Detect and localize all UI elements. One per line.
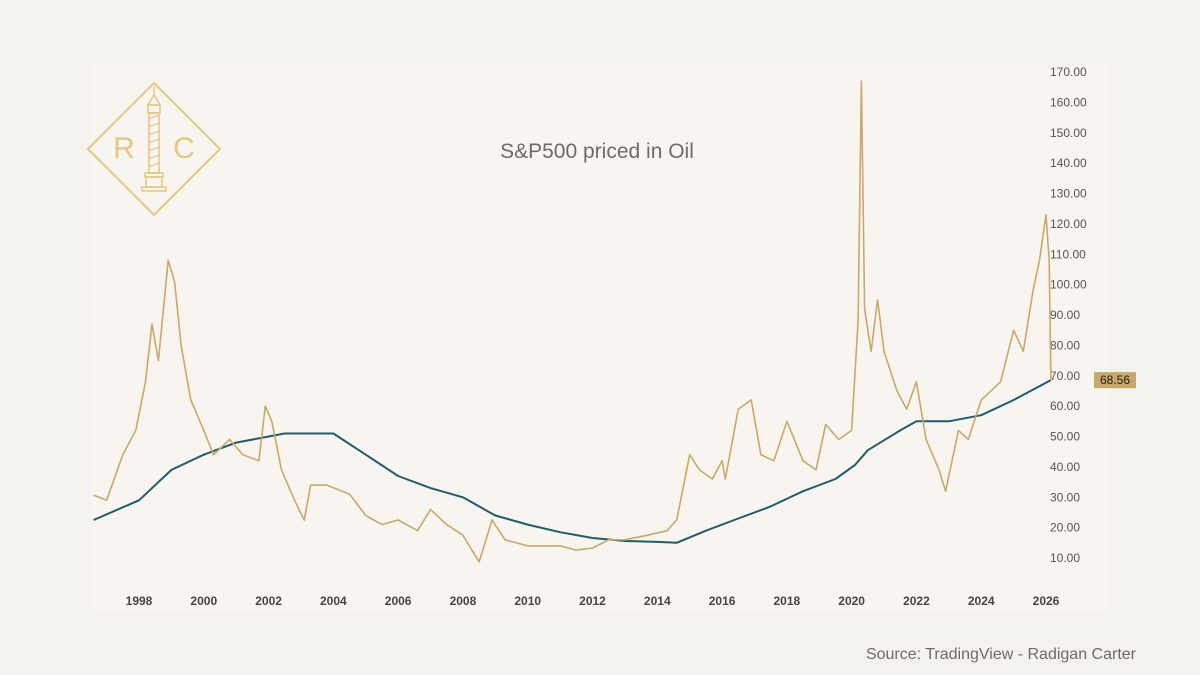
last-value-label: 68.56 (1100, 373, 1130, 387)
y-tick-label: 110.00 (1050, 247, 1086, 261)
y-tick-label: 130.00 (1050, 187, 1087, 201)
y-tick-label: 140.00 (1050, 156, 1087, 170)
x-tick-label: 2020 (838, 594, 865, 608)
y-tick-label: 160.00 (1050, 95, 1087, 109)
moving_average-series-line (93, 379, 1052, 544)
svg-text:R: R (113, 132, 135, 165)
y-tick-label: 70.00 (1050, 369, 1080, 383)
y-tick-label: 90.00 (1050, 308, 1080, 322)
x-tick-label: 2018 (774, 594, 801, 608)
y-tick-label: 60.00 (1050, 399, 1080, 413)
x-tick-label: 2004 (320, 594, 347, 608)
radigan-carter-logo: R C (86, 81, 222, 217)
y-tick-label: 20.00 (1050, 521, 1080, 535)
line-chart: 10.00 20.00 30.00 40.00 50.00 60.00 70.00 80.00… (93, 65, 1136, 608)
source-credit: Source: TradingView - Radigan Carter (865, 646, 1136, 663)
y-tick-label: 80.00 (1050, 338, 1080, 352)
svg-text:C: C (173, 132, 195, 165)
chart-title-text: S&P500 priced in Oil (500, 140, 694, 163)
y-tick-label: 40.00 (1050, 460, 1080, 474)
y-tick-label: 120.00 (1050, 217, 1087, 231)
y-tick-label: 150.00 (1050, 126, 1087, 140)
x-tick-label: 2002 (255, 594, 282, 608)
x-tick-label: 2008 (450, 594, 477, 608)
y-tick-label: 30.00 (1050, 490, 1080, 504)
price-series-line (93, 80, 1052, 563)
x-tick-label: 2022 (903, 594, 930, 608)
y-tick-label: 50.00 (1050, 430, 1080, 444)
y-tick-label: 170.00 (1050, 65, 1087, 79)
chart-area: 10.00 20.00 30.00 40.00 50.00 60.00 70.00 80.00… (90, 65, 1136, 610)
x-tick-label: 2000 (190, 594, 217, 608)
last-value-badge (1094, 372, 1136, 389)
x-tick-label: 1998 (126, 594, 153, 608)
y-tick-label: 100.00 (1050, 278, 1087, 292)
x-tick-label: 2026 (1033, 594, 1060, 608)
x-tick-label: 2024 (968, 594, 995, 608)
x-tick-label: 2014 (644, 594, 671, 608)
x-tick-label: 2012 (579, 594, 606, 608)
x-tick-label: 2010 (514, 594, 541, 608)
x-tick-label: 2006 (385, 594, 412, 608)
x-tick-label: 2016 (709, 594, 736, 608)
y-tick-label: 10.00 (1050, 551, 1080, 565)
chart-title: S&P500 priced in Oil (0, 140, 1200, 164)
